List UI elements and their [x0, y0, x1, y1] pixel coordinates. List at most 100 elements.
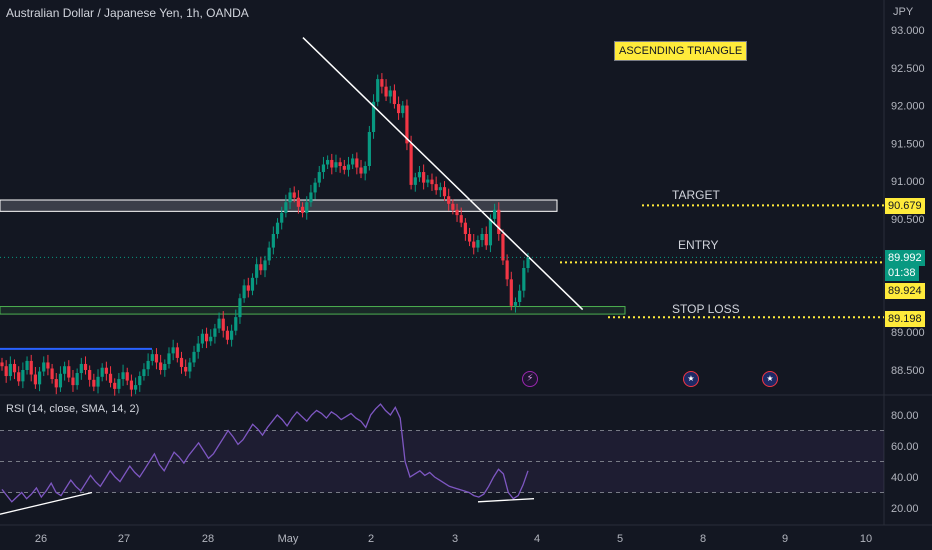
candle-body [142, 369, 146, 377]
candle-body [225, 330, 230, 340]
candle-body [513, 302, 518, 306]
candle-body [67, 366, 71, 378]
candle-body [488, 218, 493, 246]
candle-body [388, 90, 392, 97]
candle-body [409, 143, 413, 185]
stop-loss-label[interactable]: STOP LOSS [672, 302, 740, 316]
candle-body [334, 162, 338, 168]
candle-body [8, 363, 12, 377]
currency-unit: JPY [893, 6, 914, 18]
pattern-label[interactable]: ASCENDING TRIANGLE [614, 41, 748, 61]
candle-body [100, 367, 104, 377]
candle-body [33, 374, 37, 385]
rsi-trend-line [0, 491, 93, 515]
candle-body [242, 285, 246, 299]
candle-body [505, 260, 509, 280]
candle-body [447, 196, 451, 204]
time-axis-ticks: 26 27 28 May 2 3 4 5 8 9 10 [35, 533, 872, 545]
target-label[interactable]: TARGET [672, 188, 720, 202]
candle-body [113, 382, 117, 389]
candle-body [188, 362, 192, 372]
candle-body [300, 206, 305, 213]
candle-body [309, 192, 313, 203]
candle-body [146, 360, 150, 370]
candle-body [451, 203, 455, 210]
candle-body [417, 172, 422, 178]
candle-body [163, 363, 167, 370]
rsi-tick-label: 60.00 [891, 441, 919, 453]
candle-body [288, 192, 292, 203]
time-tick-label: 3 [452, 533, 458, 545]
candle-body [493, 209, 497, 219]
candle-body [476, 240, 480, 248]
candle-body [121, 372, 125, 380]
candle-body [213, 328, 217, 337]
candle-body [129, 380, 134, 390]
candle-body [21, 370, 25, 382]
rsi-tick-label: 40.00 [891, 472, 919, 484]
candle-body [338, 162, 342, 166]
candle-body [267, 247, 271, 261]
candle-body [104, 367, 108, 374]
candle-body [230, 330, 234, 340]
candle-body [133, 385, 138, 390]
time-tick-label: 9 [782, 533, 788, 545]
candle-body [204, 333, 209, 342]
time-tick-label: 8 [700, 533, 706, 545]
candle-body [4, 366, 8, 377]
candle-body [455, 209, 459, 216]
candle-body [522, 268, 526, 291]
candle-body [259, 264, 263, 271]
candle-body [321, 164, 326, 173]
candle-body [296, 197, 300, 207]
lightning-icon[interactable]: ⚡ [522, 371, 538, 387]
price-tick-label: 91.000 [891, 176, 925, 188]
candle-body [154, 354, 159, 363]
target-price-tag: 90.679 [885, 198, 925, 214]
candle-body [179, 357, 184, 367]
candle-body [363, 166, 367, 174]
candle-body [509, 279, 513, 306]
candle-body [25, 360, 29, 370]
candle-body [46, 362, 50, 369]
descending-trend-line [302, 37, 584, 311]
candle-body [351, 158, 355, 165]
candle-body [426, 179, 430, 183]
candle-body [117, 379, 121, 389]
zones [0, 199, 626, 315]
candle-body [196, 343, 200, 352]
australia-flag-icon[interactable]: ★ [683, 371, 699, 387]
candle-body [371, 101, 376, 132]
candle-body [79, 363, 83, 374]
candle-body [58, 373, 63, 388]
candle-body [150, 354, 154, 361]
candle-body [271, 234, 275, 248]
candle-body [209, 336, 213, 342]
candle-body [255, 264, 259, 278]
time-tick-label: 28 [202, 533, 214, 545]
rsi-trend-line [477, 498, 535, 503]
candle-body [422, 172, 426, 183]
candle-body [484, 234, 488, 246]
rsi-title: RSI (14, close, SMA, 14, 2) [6, 403, 140, 415]
candle-body [330, 159, 334, 168]
candle-body [17, 372, 21, 382]
rsi-tick-label: 80.00 [891, 410, 919, 422]
candle-body [384, 86, 388, 97]
candle-body [238, 298, 242, 318]
candle-body [37, 371, 42, 385]
candle-body [88, 370, 92, 380]
rsi-tick-label: 20.00 [891, 503, 919, 515]
candle-body [138, 376, 142, 386]
candle-body [313, 182, 317, 193]
entry-label[interactable]: ENTRY [678, 238, 719, 252]
candle-body [184, 366, 188, 372]
candle-body [125, 372, 129, 381]
australia-flag-icon[interactable]: ★ [762, 371, 778, 387]
candle-body [159, 362, 163, 370]
candle-body [42, 362, 46, 372]
time-tick-label: 4 [534, 533, 540, 545]
candle-body [92, 379, 96, 387]
